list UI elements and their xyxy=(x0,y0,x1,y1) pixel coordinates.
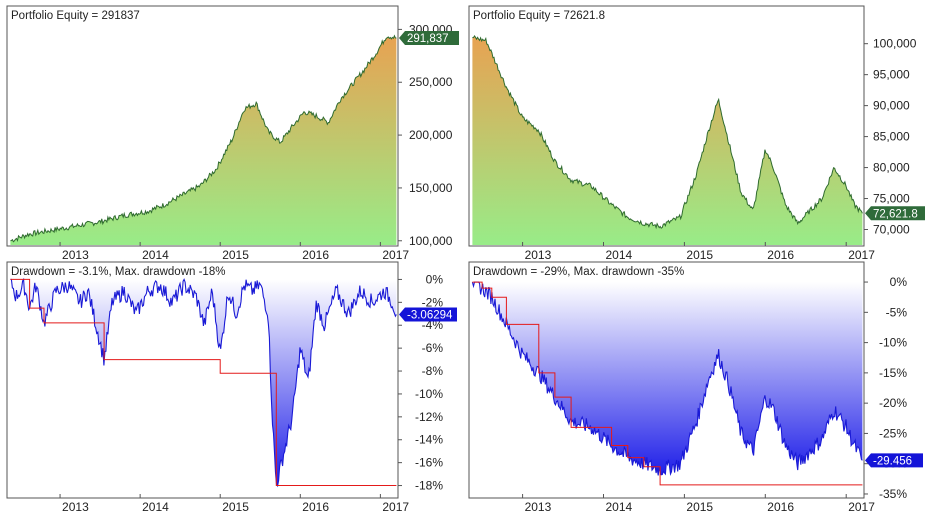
y-tick-label: 150,000 xyxy=(409,181,453,195)
chart-panel-4: Drawdown = -29%, Max. drawdown -35% 0% -5%… xyxy=(468,261,923,514)
x-tick-label: 2016 xyxy=(767,248,794,262)
y-tick-label: -8% xyxy=(422,364,444,378)
x-tick-label: 2017 xyxy=(848,500,875,514)
y-tick-label: 0% xyxy=(426,272,444,286)
last-value-label: 72,621.8 xyxy=(873,208,918,220)
x-tick-label: 2013 xyxy=(62,248,89,262)
y-tick-label: -10% xyxy=(415,387,443,401)
x-tick-label: 2013 xyxy=(525,248,552,262)
x-tick-label: 2013 xyxy=(525,500,552,514)
x-tick-label: 2015 xyxy=(222,248,249,262)
drawdown-area xyxy=(472,282,863,476)
y-tick-label: 250,000 xyxy=(409,75,453,89)
x-tick-label: 2016 xyxy=(302,500,329,514)
max-drawdown-line xyxy=(472,281,863,486)
x-tick-label: 2017 xyxy=(382,248,409,262)
y-tick-label: 80,000 xyxy=(873,161,910,175)
y-tick-label: -16% xyxy=(415,456,443,470)
chart-title: Portfolio Equity = 72621.8 xyxy=(473,10,605,22)
chart-panel-3: Drawdown = -3.1%, Max. drawdown -18% 0% -2… xyxy=(6,261,457,514)
x-tick-label: 2014 xyxy=(605,248,632,262)
y-tick-label: 70,000 xyxy=(873,223,910,237)
x-tick-label: 2016 xyxy=(767,500,794,514)
y-tick-label: -18% xyxy=(415,479,443,493)
y-tick-label: 200,000 xyxy=(409,128,453,142)
equity-line xyxy=(10,34,397,243)
last-value-badge xyxy=(865,206,925,221)
y-tick-label: -25% xyxy=(879,426,907,440)
last-value-label: -29.456 xyxy=(873,455,912,467)
x-tick-label: 2017 xyxy=(382,500,409,514)
x-tick-label: 2014 xyxy=(142,248,169,262)
last-value-badge xyxy=(399,307,457,322)
y-tick-label: -20% xyxy=(879,396,907,410)
y-tick-label: 0% xyxy=(890,275,908,289)
last-value-label: 291,837 xyxy=(407,33,449,45)
y-tick-label: -35% xyxy=(879,487,907,501)
max-drawdown-line xyxy=(10,278,397,486)
y-tick-label: 75,000 xyxy=(873,192,910,206)
x-tick-label: 2014 xyxy=(142,500,169,514)
chart-panel-2: Portfolio Equity = 72621.8 70,000 75,000 80… xyxy=(468,5,925,262)
y-tick-label: -12% xyxy=(415,410,443,424)
y-tick-label: -10% xyxy=(879,336,907,350)
y-tick-label: 85,000 xyxy=(873,130,910,144)
x-tick-label: 2014 xyxy=(605,500,632,514)
chart-title: Drawdown = -3.1%, Max. drawdown -18% xyxy=(11,266,225,278)
x-tick-label: 2015 xyxy=(686,500,713,514)
chart-panel-1: Portfolio Equity = 291837 100,000 150,000 2… xyxy=(6,5,459,262)
x-tick-label: 2013 xyxy=(62,500,89,514)
drawdown-area xyxy=(10,279,397,486)
drawdown-line xyxy=(10,277,397,488)
x-tick-label: 2016 xyxy=(302,248,329,262)
chart-title: Drawdown = -29%, Max. drawdown -35% xyxy=(473,266,684,278)
equity-line xyxy=(472,34,863,230)
last-value-badge xyxy=(865,453,923,468)
y-tick-label: -15% xyxy=(879,366,907,380)
y-tick-label: 100,000 xyxy=(409,234,453,248)
last-value-label: -3.06294 xyxy=(407,310,453,322)
y-tick-label: 90,000 xyxy=(873,99,910,113)
chart-title: Portfolio Equity = 291837 xyxy=(11,10,140,22)
y-tick-label: -5% xyxy=(886,305,908,319)
y-tick-label: -6% xyxy=(422,341,444,355)
x-tick-label: 2015 xyxy=(222,500,249,514)
x-tick-label: 2017 xyxy=(848,248,875,262)
y-tick-label: -4% xyxy=(422,318,444,332)
equity-area xyxy=(472,35,863,246)
last-value-badge xyxy=(399,31,459,46)
equity-area xyxy=(10,35,397,245)
y-tick-label: -14% xyxy=(415,433,443,447)
drawdown-line xyxy=(471,281,863,477)
y-tick-label: 95,000 xyxy=(873,68,910,82)
y-tick-label: 100,000 xyxy=(873,37,917,51)
x-tick-label: 2015 xyxy=(686,248,713,262)
y-tick-label: -2% xyxy=(422,295,444,309)
